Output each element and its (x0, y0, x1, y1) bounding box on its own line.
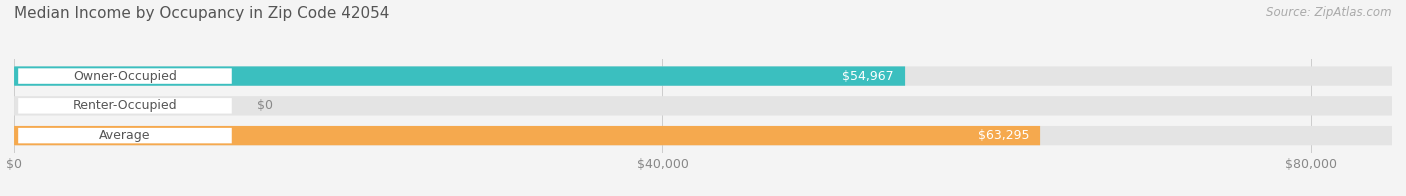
Text: $54,967: $54,967 (842, 70, 894, 83)
Text: $0: $0 (256, 99, 273, 112)
Text: $63,295: $63,295 (977, 129, 1029, 142)
Text: Source: ZipAtlas.com: Source: ZipAtlas.com (1267, 6, 1392, 19)
FancyBboxPatch shape (18, 98, 232, 113)
FancyBboxPatch shape (18, 68, 232, 84)
FancyBboxPatch shape (14, 66, 905, 86)
FancyBboxPatch shape (14, 66, 1392, 86)
FancyBboxPatch shape (18, 128, 232, 143)
FancyBboxPatch shape (14, 126, 1040, 145)
FancyBboxPatch shape (14, 96, 1392, 115)
FancyBboxPatch shape (14, 126, 1392, 145)
Text: Median Income by Occupancy in Zip Code 42054: Median Income by Occupancy in Zip Code 4… (14, 6, 389, 21)
Text: Renter-Occupied: Renter-Occupied (73, 99, 177, 112)
Text: Owner-Occupied: Owner-Occupied (73, 70, 177, 83)
Text: Average: Average (100, 129, 150, 142)
